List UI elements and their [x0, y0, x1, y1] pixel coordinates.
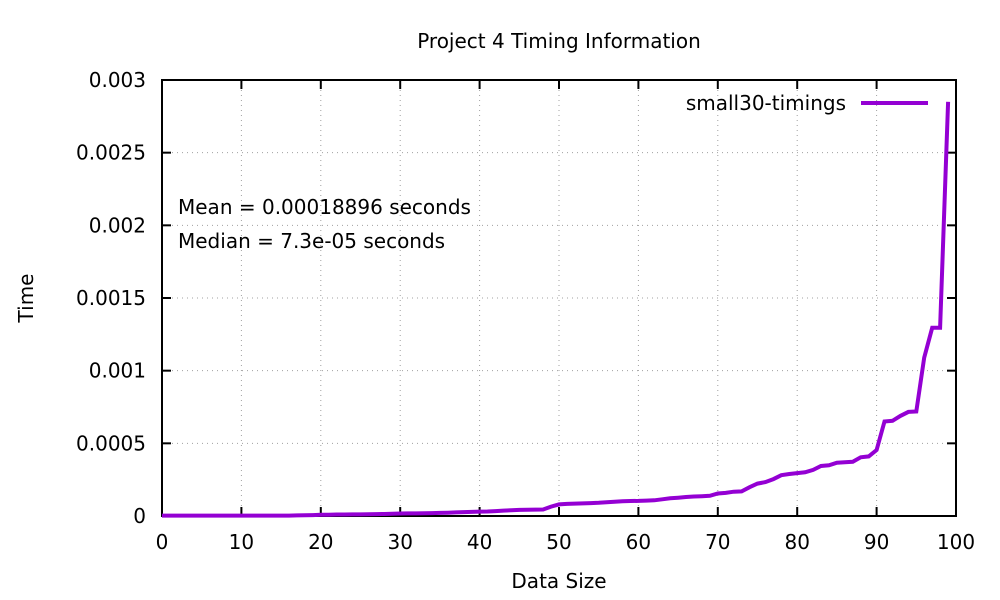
grid [162, 80, 956, 516]
mean-annotation: Mean = 0.00018896 seconds [178, 195, 471, 219]
x-axis-label: Data Size [511, 569, 606, 593]
y-tick-label: 0.0005 [76, 431, 146, 455]
y-tick-label: 0.001 [89, 359, 146, 383]
chart-title: Project 4 Timing Information [417, 29, 701, 53]
x-tick-label: 10 [229, 530, 254, 554]
y-axis-label: Time [14, 274, 38, 324]
x-tick-label: 80 [784, 530, 809, 554]
x-axis: 0 10 20 30 40 50 60 70 80 90 100 [156, 80, 975, 554]
y-tick-label: 0.003 [89, 68, 146, 92]
median-annotation: Median = 7.3e-05 seconds [178, 229, 445, 253]
legend-label: small30-timings [686, 91, 846, 115]
plot-border [161, 79, 957, 517]
x-tick-label: 60 [626, 530, 651, 554]
x-tick-label: 50 [546, 530, 571, 554]
y-axis: 0 0.0005 0.001 0.0015 0.002 0.0025 0.003 [76, 68, 956, 528]
x-tick-label: 100 [937, 530, 975, 554]
x-tick-label: 90 [864, 530, 889, 554]
x-tick-label: 0 [156, 530, 169, 554]
y-tick-label: 0.0015 [76, 286, 146, 310]
x-tick-label: 20 [308, 530, 333, 554]
y-tick-label: 0.0025 [76, 141, 146, 165]
x-tick-label: 30 [387, 530, 412, 554]
y-tick-label: 0 [133, 504, 146, 528]
x-tick-label: 40 [467, 530, 492, 554]
series-line-small30-timings [162, 101, 951, 518]
x-tick-label: 70 [705, 530, 730, 554]
y-tick-label: 0.002 [89, 213, 146, 237]
legend: small30-timings [686, 91, 928, 115]
